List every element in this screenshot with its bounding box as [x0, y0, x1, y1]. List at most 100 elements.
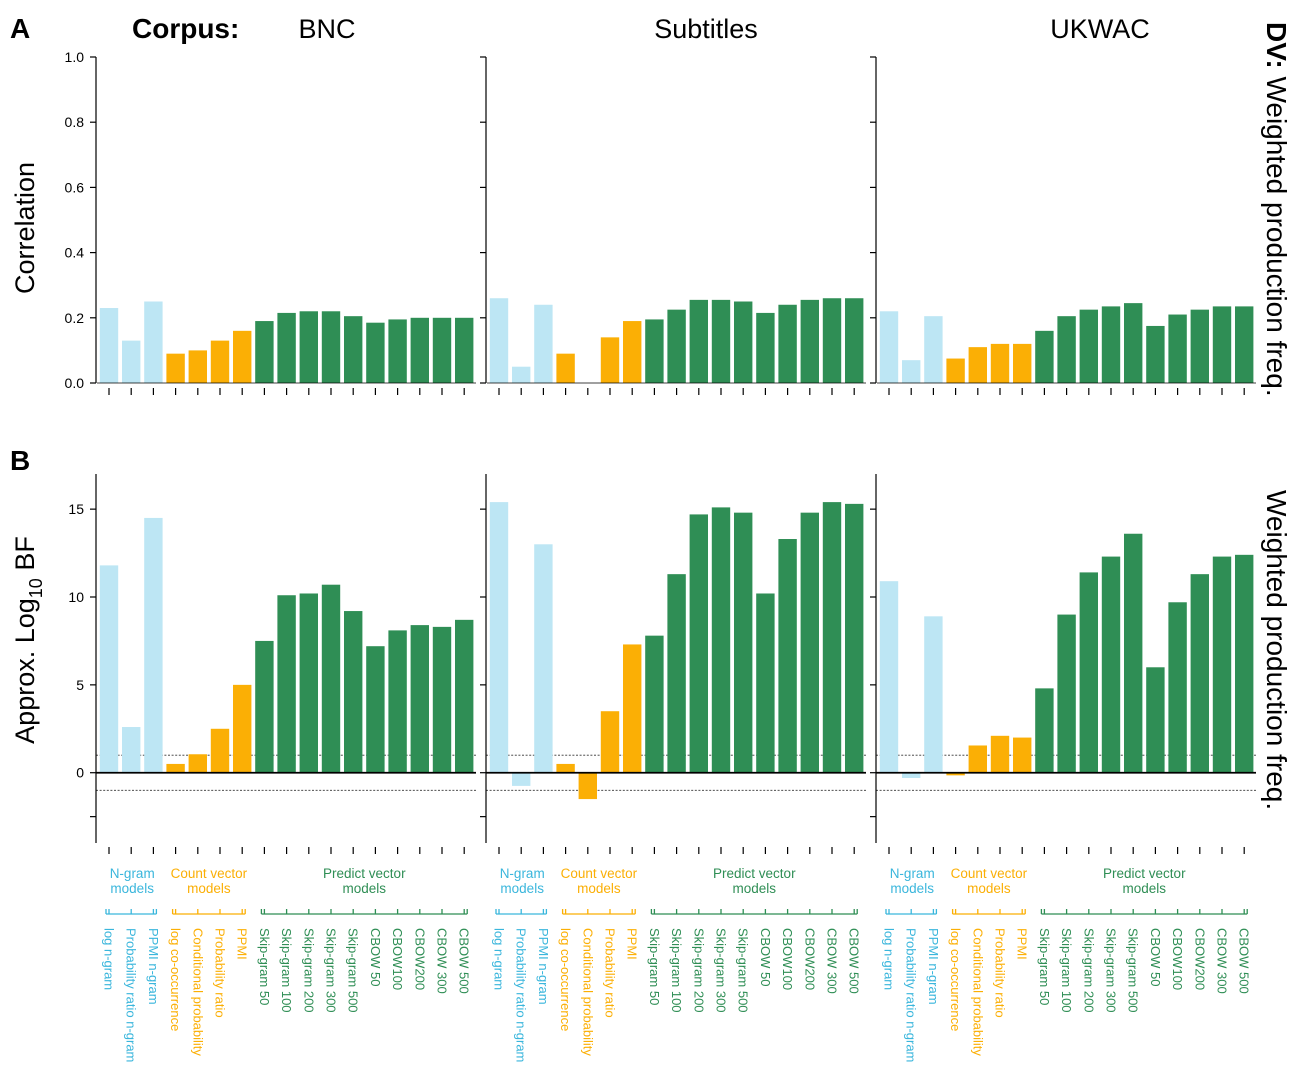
group-label: Count vector [171, 866, 248, 881]
x-tick-label: CBOW 300 [825, 928, 840, 994]
bar-skip-gram-50 [645, 319, 664, 383]
bar-skip-gram-100 [667, 574, 686, 773]
group-label: Predict vector [1103, 866, 1186, 881]
y-tick-label: 0.4 [65, 245, 85, 261]
bar-cbow100 [388, 319, 407, 383]
bar-probability-ratio-n-gram [122, 727, 141, 773]
bar-skip-gram-200 [299, 593, 318, 773]
y-axis-label-b: Approx. Log10 BF [10, 536, 46, 744]
bar-probability-ratio [990, 343, 1010, 383]
group-label: Count vector [951, 866, 1028, 881]
dv-label-a: DV: Weighted production freq. [1261, 22, 1292, 397]
corpus-prefix: Corpus: [132, 13, 239, 44]
x-tick-label: Skip-gram 300 [324, 928, 339, 1013]
x-tick-label: Skip-gram 500 [736, 928, 751, 1013]
x-tick-label: CBOW 50 [758, 928, 773, 987]
bar-log-co-occurrence [946, 358, 965, 383]
bar-cbow200 [410, 317, 429, 383]
bar-cbow100 [1168, 602, 1187, 773]
y-tick-label: 0 [76, 765, 84, 781]
y-tick-label: 0.6 [65, 179, 85, 195]
bar-ppmi [623, 321, 642, 383]
x-tick-label: CBOW100 [1170, 928, 1185, 990]
bar-skip-gram-100 [277, 595, 296, 773]
group-label: models [500, 881, 544, 896]
group-label: Count vector [561, 866, 638, 881]
bar-cbow100 [778, 304, 797, 383]
bar-skip-gram-300 [1101, 556, 1121, 773]
bar-skip-gram-500 [344, 316, 363, 383]
bar-log-n-gram [489, 298, 509, 383]
bar-cbow-50 [756, 593, 775, 773]
x-tick-label: CBOW200 [412, 928, 427, 990]
bar-cbow-500 [845, 503, 864, 773]
bar-skip-gram-300 [711, 507, 731, 773]
bar-skip-gram-500 [1124, 533, 1143, 773]
bar-ppmi-n-gram [144, 517, 163, 773]
bar-probability-ratio-n-gram [512, 772, 531, 786]
bar-skip-gram-200 [1079, 309, 1098, 383]
bar-skip-gram-500 [344, 611, 363, 773]
bar-ppmi [1013, 737, 1032, 773]
x-tick-label: PPMI [235, 928, 250, 960]
group-label: N-gram [110, 866, 155, 881]
bar-cbow200 [410, 625, 429, 773]
bar-skip-gram-200 [1079, 572, 1098, 773]
x-tick-label: CBOW 500 [457, 928, 472, 994]
bar-log-co-occurrence [946, 772, 965, 776]
x-tick-label: log co-occurrence [558, 928, 573, 1031]
x-tick-label: Skip-gram 500 [346, 928, 361, 1013]
bar-skip-gram-300 [711, 299, 731, 383]
bar-cbow-50 [366, 646, 385, 773]
bar-cbow-500 [845, 298, 864, 383]
x-tick-label: Skip-gram 100 [669, 928, 684, 1013]
bar-ppmi-n-gram [924, 316, 943, 383]
x-tick-label: log co-occurrence [948, 928, 963, 1031]
bar-skip-gram-500 [734, 512, 753, 773]
bar-probability-ratio-n-gram [122, 340, 141, 383]
x-tick-label: Skip-gram 50 [257, 928, 272, 1005]
bar-probability-ratio [600, 711, 620, 773]
x-tick-label: Conditional probability [580, 928, 595, 1056]
x-tick-label: PPMI [1015, 928, 1030, 960]
bar-cbow-300 [822, 298, 842, 383]
facet-a-ukwac: UKWAC [870, 14, 1256, 395]
group-label: models [890, 881, 934, 896]
bar-cbow100 [778, 539, 797, 773]
bar-cbow-500 [1235, 306, 1254, 383]
x-tick-label: Probability ratio n-gram [514, 928, 529, 1062]
group-label: models [577, 881, 621, 896]
bar-skip-gram-300 [1101, 306, 1121, 383]
x-tick-label: log n-gram [102, 928, 117, 990]
x-tick-label: PPMI [625, 928, 640, 960]
x-tick-label: CBOW 500 [847, 928, 862, 994]
bar-skip-gram-100 [1057, 614, 1076, 773]
bar-skip-gram-50 [255, 321, 274, 383]
bar-skip-gram-300 [321, 584, 341, 773]
facet-a-bnc: BNC 0.0 0.2 0.4 0.6 0.8 1.0 [65, 14, 476, 395]
bar-log-n-gram [99, 308, 119, 383]
x-tick-label: Conditional probability [970, 928, 985, 1056]
bar-probability-ratio-n-gram [512, 366, 531, 383]
group-label: Predict vector [713, 866, 796, 881]
group-label: models [187, 881, 231, 896]
bar-log-n-gram [879, 311, 899, 383]
panel-a-label: A [10, 13, 30, 44]
bar-conditional-probability [968, 745, 987, 773]
facet-a-subtitles: Subtitles [480, 14, 866, 395]
dv-label-b: Weighted production freq. [1261, 490, 1292, 810]
bar-cbow200 [1190, 309, 1209, 383]
bar-cbow-300 [822, 502, 842, 773]
bar-cbow200 [1190, 574, 1209, 773]
bar-cbow-300 [432, 626, 452, 773]
x-tick-label: CBOW 500 [1237, 928, 1252, 994]
x-tick-label: CBOW 300 [435, 928, 450, 994]
bar-cbow-300 [1212, 306, 1232, 383]
bar-cbow-50 [1146, 667, 1165, 773]
x-tick-label: Skip-gram 50 [1037, 928, 1052, 1005]
x-tick-label: PPMI n-gram [146, 928, 161, 1005]
bar-cbow-50 [366, 322, 385, 383]
bar-skip-gram-50 [255, 640, 274, 773]
